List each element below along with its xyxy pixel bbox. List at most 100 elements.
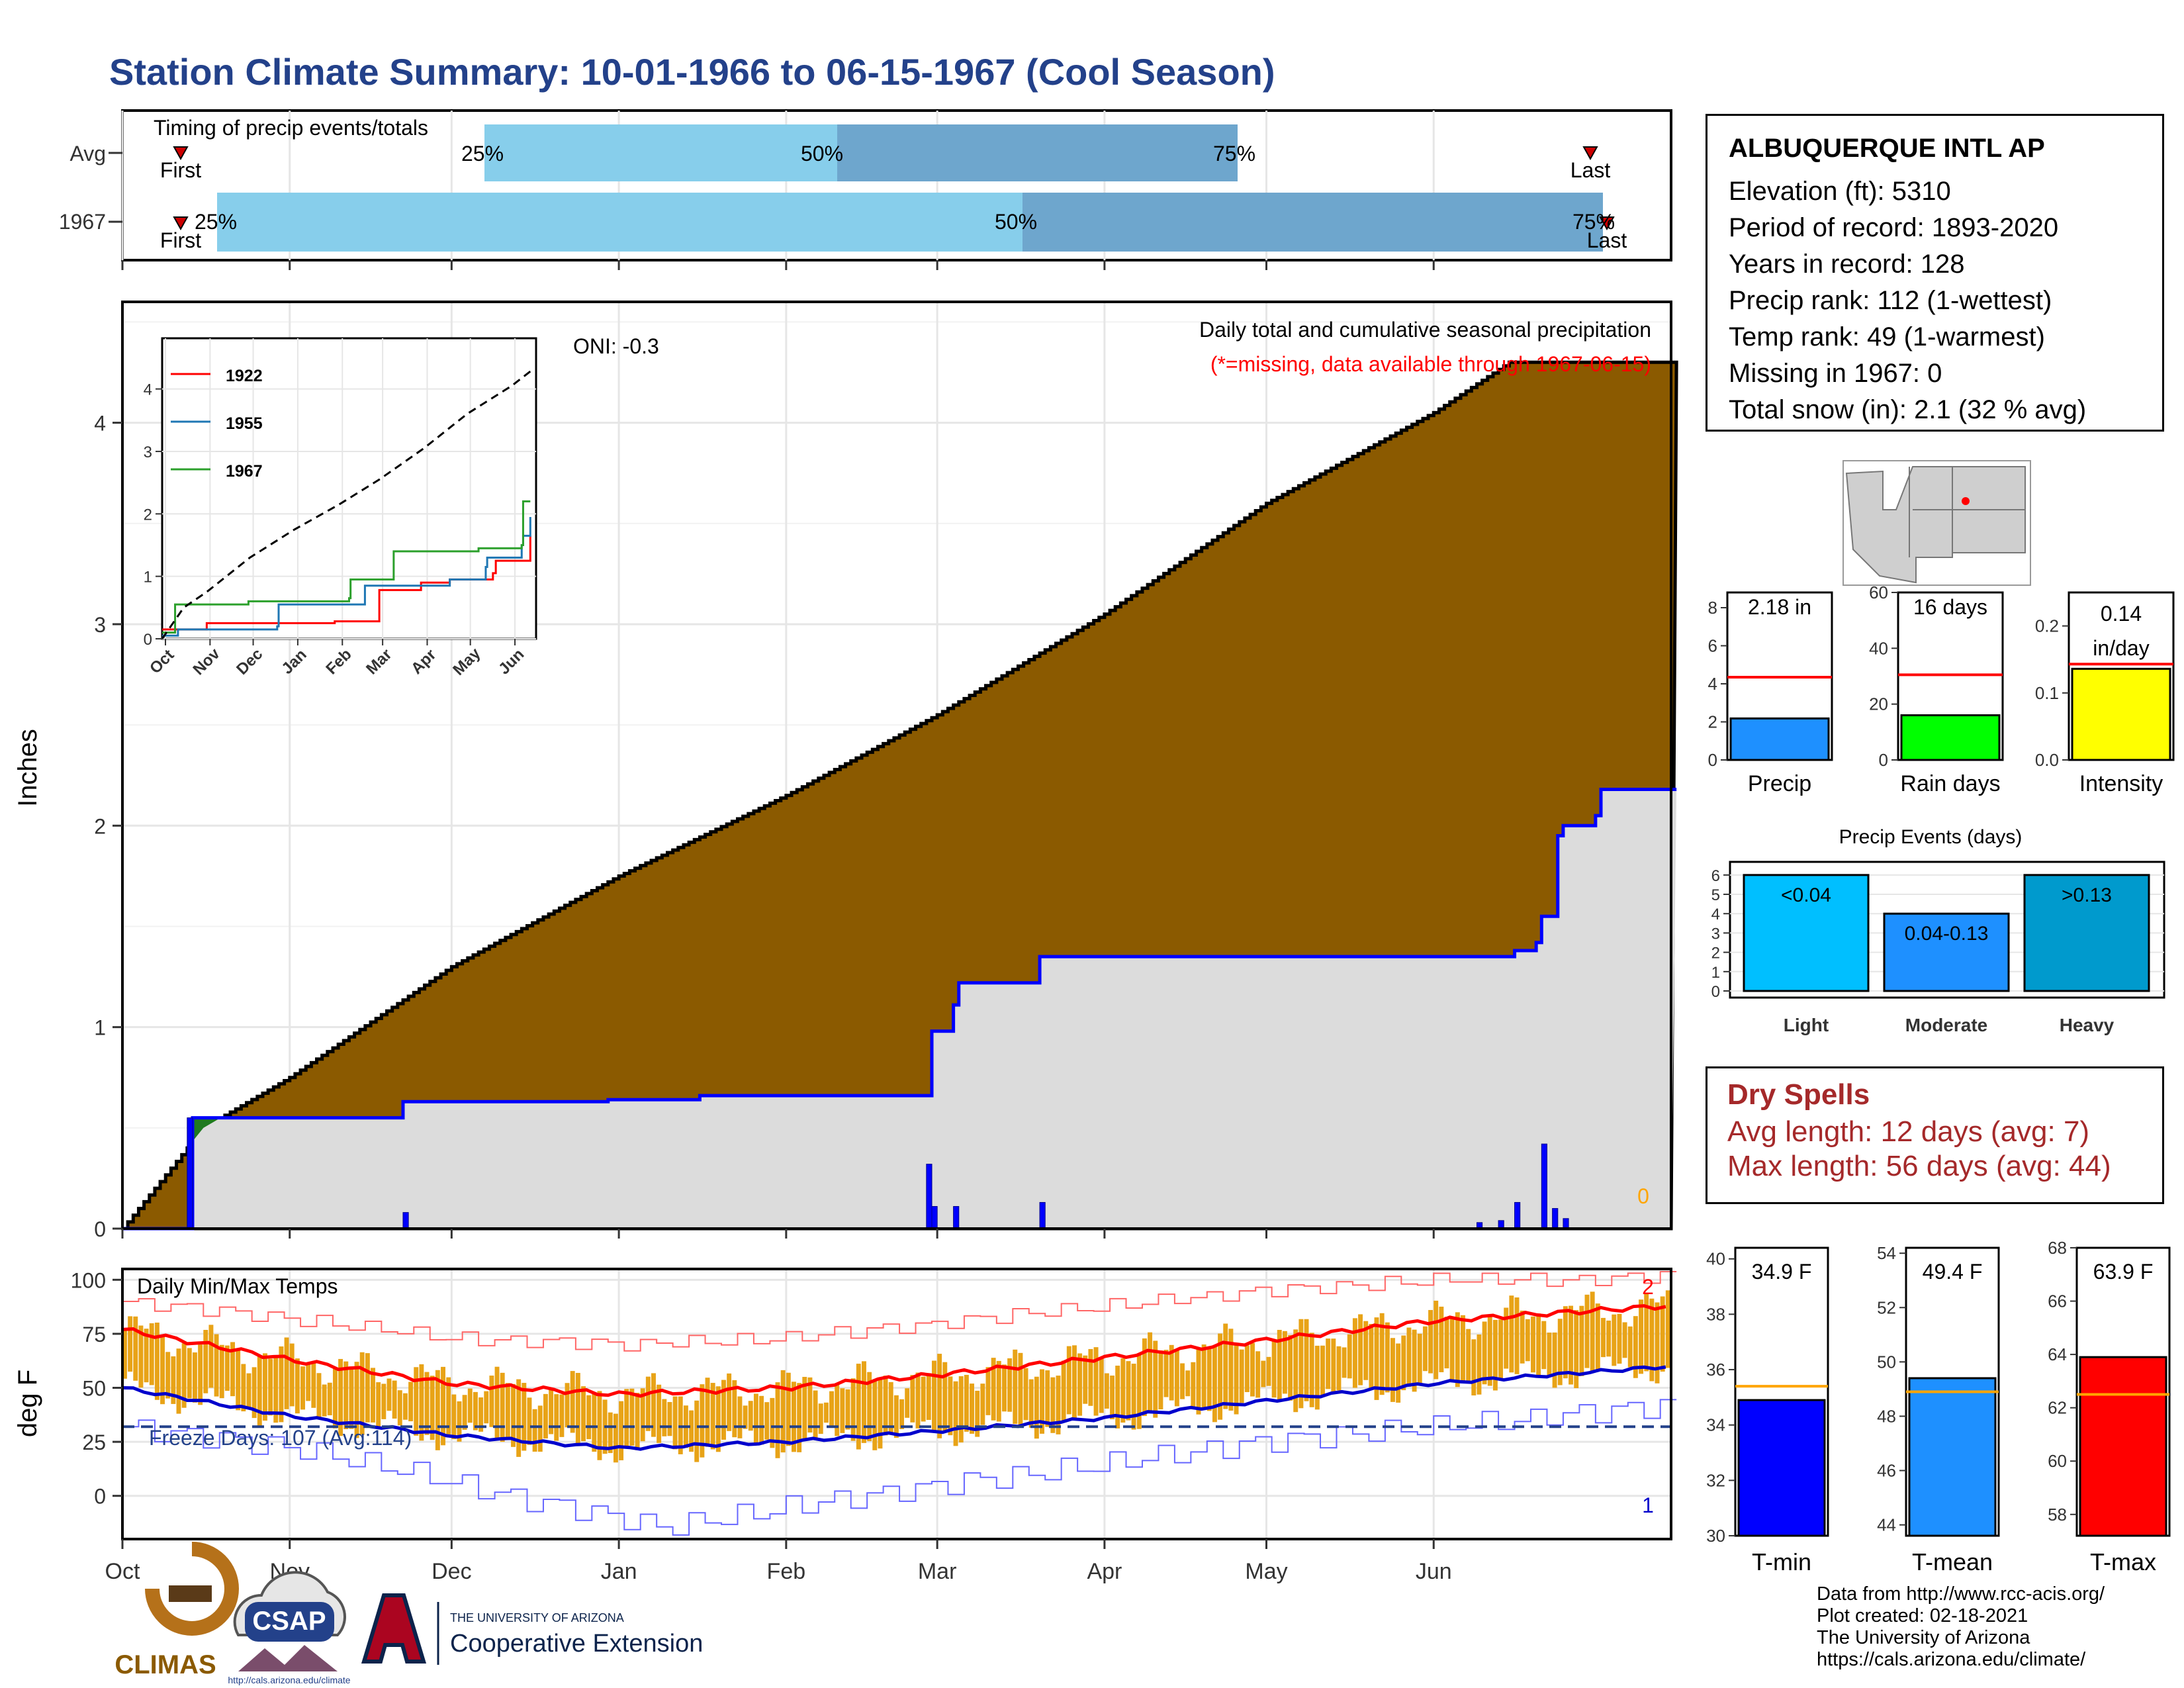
temp-day-bar: [1487, 1316, 1492, 1386]
temp-day-bar: [419, 1364, 424, 1441]
temp-day-bar: [500, 1372, 505, 1442]
station-temp-rank: Temp rank: 49 (1-warmest): [1729, 322, 2045, 352]
temp-day-bar: [1309, 1333, 1314, 1407]
temp-day-bar: [823, 1402, 829, 1423]
temp-day-bar: [1504, 1307, 1509, 1369]
temp-day-bar: [414, 1367, 419, 1436]
temp-day-bar: [970, 1383, 974, 1434]
month-label: Apr: [1087, 1559, 1122, 1584]
main-ytick-label: 2: [94, 814, 106, 838]
temp-day-bar: [537, 1405, 543, 1452]
timing-1967-bar-late: [1023, 193, 1603, 252]
temp-day-bar: [1028, 1379, 1034, 1428]
temp-day-bar: [1045, 1370, 1050, 1427]
source-line-created: Plot created: 02-18-2021: [1817, 1605, 2028, 1626]
daily-precip-bar: [1541, 1143, 1547, 1229]
temp-day-bar: [1056, 1376, 1061, 1434]
dry-spells-max: Max length: 56 days (avg: 44): [1727, 1150, 2111, 1182]
temp-day-bar: [1083, 1355, 1088, 1404]
last-marker-avg: [1582, 146, 1598, 161]
observed-cumulative-line: [122, 788, 1677, 1231]
temp-ytick-label: 25: [82, 1430, 106, 1454]
temp-day-bar: [629, 1388, 635, 1446]
temp-day-bar: [1180, 1363, 1185, 1399]
temp-day-bar: [1525, 1319, 1530, 1362]
temp-day-bar: [743, 1405, 748, 1429]
temp-day-bar: [1277, 1329, 1282, 1400]
temp-day-bar: [1390, 1338, 1395, 1402]
temp-day-bar: [289, 1343, 295, 1407]
temp-day-bar: [133, 1316, 138, 1381]
temp-chart: OctNovDecJanFebMarAprMayJun0255075100 Da…: [13, 1268, 1677, 1584]
precip-ytick-label: 0: [1708, 750, 1717, 770]
temp-day-bar: [829, 1391, 835, 1427]
temp-day-bar: [1040, 1369, 1044, 1434]
raindays-ytick-label: 20: [1869, 694, 1888, 714]
temp-day-bar: [1466, 1329, 1471, 1384]
temp-day-bar: [1018, 1352, 1023, 1426]
tmin-ytick-label: 38: [1706, 1304, 1725, 1324]
state-outlines: [1845, 466, 2026, 584]
intensity-ytick-label: 0.1: [2035, 683, 2059, 703]
temp-day-bar: [662, 1399, 667, 1436]
temp-day-bar: [657, 1384, 662, 1443]
record-low-line: [122, 1399, 1677, 1536]
temp-day-bar: [1126, 1361, 1131, 1421]
month-label: Jan: [601, 1559, 637, 1584]
temp-day-bar: [1644, 1293, 1649, 1372]
temp-day-bar: [1153, 1340, 1158, 1418]
temp-day-bar: [850, 1378, 856, 1441]
timing-label: Timing of precip events/totals: [154, 116, 428, 140]
temp-day-bar: [1298, 1319, 1304, 1409]
y1967-75-label: 75%: [1572, 210, 1615, 234]
temp-day-bar: [1617, 1313, 1622, 1364]
temp-daily-bars: [122, 1290, 1670, 1463]
temp-day-bar: [430, 1376, 435, 1440]
temp-day-bar: [262, 1353, 267, 1421]
avg-min-line: [122, 1365, 1666, 1451]
station-years: Years in record: 128: [1729, 250, 1965, 279]
avg-max-line: [122, 1304, 1666, 1398]
temp-day-bar: [1633, 1316, 1638, 1378]
temp-day-bar: [1142, 1338, 1147, 1417]
temp-day-bar: [332, 1368, 338, 1429]
temp-day-bar: [645, 1376, 651, 1431]
main-ytick-label: 0: [94, 1217, 106, 1241]
main-plot-frame: [121, 301, 1672, 1230]
temp-day-bar: [835, 1385, 840, 1436]
temp-day-bar: [840, 1388, 845, 1433]
temp-day-bar: [246, 1373, 251, 1408]
temp-day-bar: [1120, 1358, 1126, 1423]
temp-day-bar: [996, 1360, 1001, 1422]
temp-day-bar: [1185, 1370, 1191, 1397]
temp-day-bar: [1218, 1333, 1223, 1420]
temp-day-bar: [154, 1323, 159, 1400]
temp-day-bar: [1444, 1317, 1449, 1369]
temp-day-bar: [915, 1372, 921, 1429]
temp-day-bar: [1563, 1306, 1568, 1379]
temp-day-bar: [1255, 1351, 1261, 1398]
temp-day-bar: [1369, 1324, 1374, 1390]
temp-day-bar: [651, 1373, 656, 1437]
temp-day-bar: [187, 1348, 192, 1399]
last-label-avg: Last: [1570, 158, 1611, 182]
temp-day-bar: [937, 1354, 942, 1438]
precip-ytick-label: 2: [1708, 712, 1717, 732]
precip-bar: [1729, 717, 1830, 761]
raindays-value-text: 16 days: [1913, 595, 1987, 619]
avg-50-label: 50%: [801, 142, 843, 165]
events-label-heavy: Heavy: [2060, 1015, 2115, 1035]
temp-day-bar: [349, 1366, 354, 1429]
temp-day-bar: [732, 1380, 737, 1438]
events-label-moderate: Moderate: [1905, 1015, 1987, 1035]
events-ytick-label: 1: [1711, 964, 1720, 982]
temp-day-bar: [128, 1316, 133, 1372]
temp-day-bar: [888, 1382, 893, 1434]
temp-day-bar: [1131, 1364, 1136, 1430]
location-map: [1843, 460, 2031, 586]
temp-day-bar: [1336, 1346, 1342, 1391]
temp-day-bar: [338, 1358, 343, 1436]
temp-day-bar: [1115, 1366, 1120, 1429]
temp-day-bar: [689, 1410, 694, 1452]
temp-day-bar: [818, 1403, 823, 1434]
